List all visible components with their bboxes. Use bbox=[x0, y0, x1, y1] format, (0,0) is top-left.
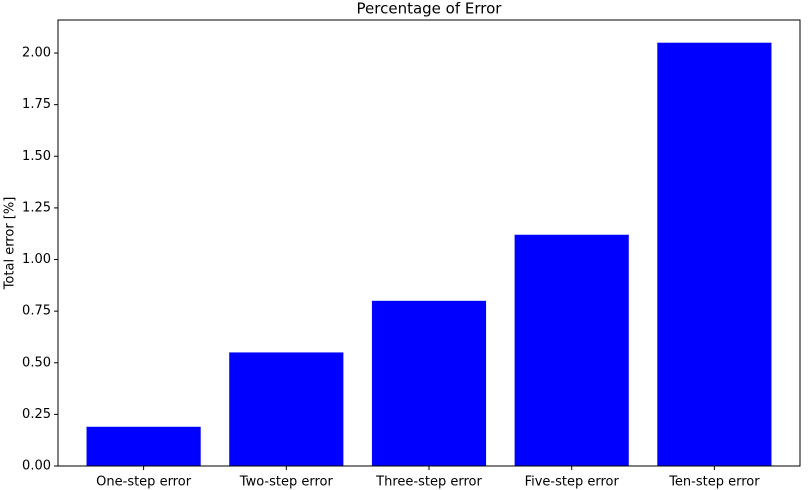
x-tick-label: One-step error bbox=[96, 475, 192, 490]
bar bbox=[229, 352, 344, 466]
plot-frame bbox=[57, 19, 801, 467]
bar bbox=[371, 300, 487, 466]
y-tick-label: 0.25 bbox=[22, 407, 51, 422]
x-tick-label: Three-step error bbox=[375, 475, 482, 490]
y-tick-label: 0.75 bbox=[22, 304, 51, 319]
y-tick-label: 1.00 bbox=[22, 252, 51, 267]
x-tick-label: Ten-step error bbox=[668, 475, 760, 490]
x-tick-label: Two-step error bbox=[239, 475, 334, 490]
bar bbox=[657, 42, 772, 467]
chart-title: Percentage of Error bbox=[357, 0, 503, 18]
y-tick-label: 1.50 bbox=[22, 149, 51, 164]
y-tick-label: 1.75 bbox=[22, 97, 51, 112]
x-tick-label: Five-step error bbox=[525, 475, 620, 490]
bar bbox=[86, 426, 201, 466]
y-tick-label: 2.00 bbox=[22, 46, 51, 61]
y-tick-label: 0.00 bbox=[22, 459, 51, 474]
y-axis-label: Total error [%] bbox=[3, 197, 18, 291]
y-tick-label: 0.50 bbox=[22, 355, 51, 370]
y-tick-label: 1.25 bbox=[22, 200, 51, 215]
bar bbox=[514, 234, 629, 466]
